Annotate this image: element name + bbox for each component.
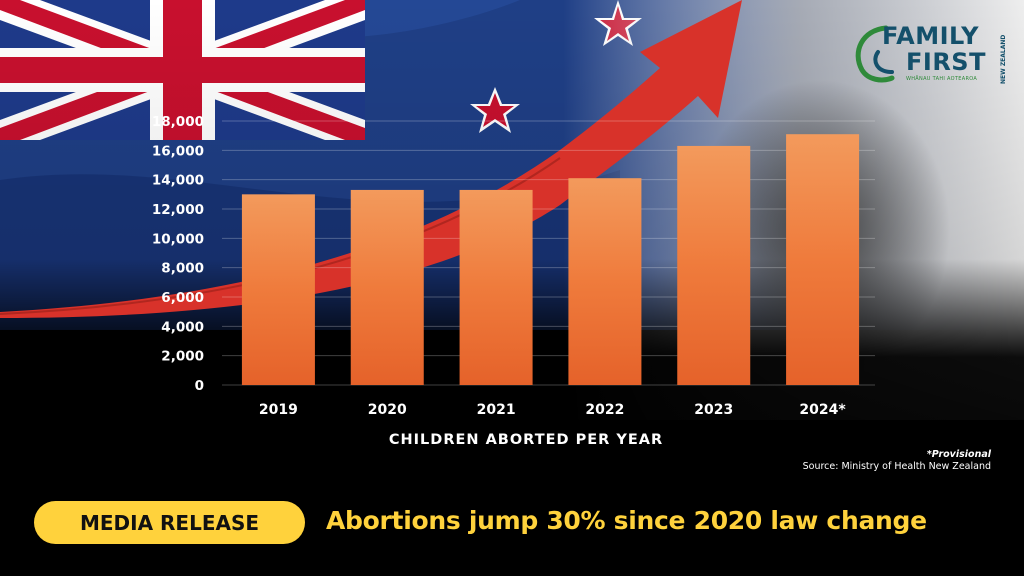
logo-tagline: WHĀNAU TAHI AOTEAROA [906, 76, 978, 82]
y-tick-label: 18,000 [152, 114, 204, 130]
y-tick-label: 12,000 [152, 202, 204, 218]
x-tick-label: 2019 [259, 402, 298, 418]
bar-2020 [350, 189, 424, 385]
bar-2019 [241, 194, 315, 385]
y-tick-label: 2,000 [161, 349, 204, 365]
x-tick-label: 2023 [694, 402, 733, 418]
logo-swoosh-icon [855, 25, 895, 83]
footnote-source: Source: Ministry of Health New Zealand [802, 461, 991, 472]
logo-text-first: FIRST [906, 48, 986, 76]
bar-2024 [786, 134, 860, 385]
headline: Abortions jump 30% since 2020 law change [326, 506, 927, 535]
y-tick-label: 14,000 [152, 173, 204, 189]
y-tick-label: 6,000 [161, 290, 204, 306]
x-tick-label: 2024* [799, 402, 846, 418]
footnote-provisional: *Provisional [926, 449, 991, 460]
y-tick-label: 8,000 [161, 261, 204, 277]
logo-region: NEW ZEALAND [1000, 34, 1007, 84]
y-tick-label: 16,000 [152, 143, 204, 159]
x-tick-label: 2020 [368, 402, 407, 418]
y-tick-label: 0 [195, 378, 204, 394]
logo-text-family: FAMILY [882, 22, 979, 50]
y-tick-label: 4,000 [161, 319, 204, 335]
x-tick-label: 2022 [585, 402, 624, 418]
bar-2021 [459, 189, 533, 385]
y-tick-label: 10,000 [152, 231, 204, 247]
x-tick-label: 2021 [477, 402, 516, 418]
family-first-logo: FAMILY FIRST WHĀNAU TAHI AOTEAROA NEW ZE… [848, 22, 1008, 92]
bar-2023 [677, 145, 751, 385]
bar-2022 [568, 178, 642, 385]
x-axis-title: CHILDREN ABORTED PER YEAR [388, 432, 664, 448]
media-release-badge: MEDIA RELEASE [34, 501, 305, 544]
